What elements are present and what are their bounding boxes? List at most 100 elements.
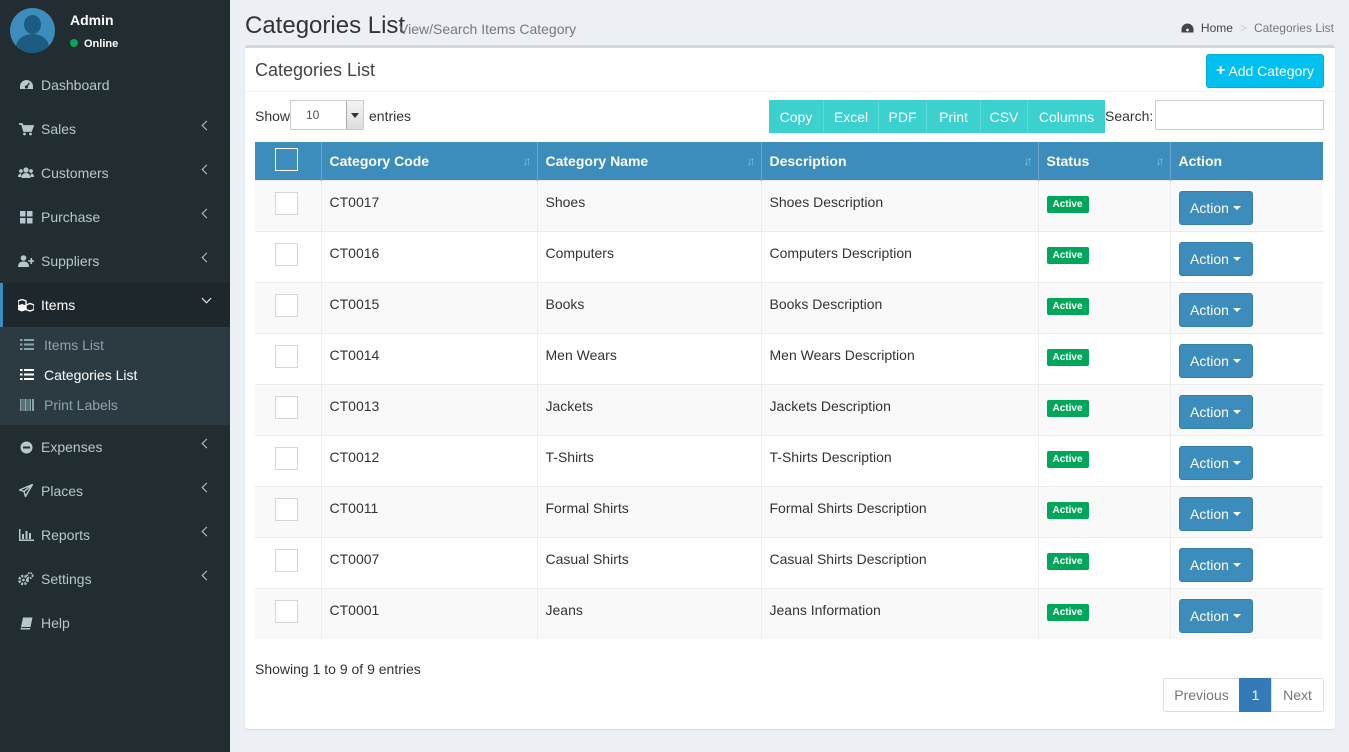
excel-button[interactable]: Excel: [824, 100, 879, 133]
cell-category-name: Casual Shirts: [537, 536, 762, 588]
cell-category-code: CT0001: [321, 587, 538, 639]
sidebar-item-label: Expenses: [41, 439, 103, 455]
action-dropdown-button[interactable]: Action: [1178, 445, 1253, 480]
select-all-checkbox[interactable]: [275, 147, 298, 171]
next-page-button[interactable]: Next: [1271, 678, 1324, 712]
status-badge: Active: [1046, 348, 1089, 366]
row-checkbox[interactable]: [275, 446, 298, 470]
sidebar-subitem-print-labels[interactable]: Print Labels: [0, 390, 230, 420]
action-dropdown-button[interactable]: Action: [1178, 496, 1253, 531]
entries-length-select[interactable]: 10: [290, 100, 364, 130]
row-checkbox[interactable]: [275, 599, 298, 623]
row-checkbox[interactable]: [275, 548, 298, 572]
entries-label: entries: [369, 108, 412, 124]
column-header-status[interactable]: Status ↓↑: [1038, 142, 1171, 180]
box-title: Categories List: [255, 60, 376, 80]
cell-description: Shoes Description: [761, 179, 1039, 231]
breadcrumb-home-link[interactable]: Home: [1200, 21, 1233, 35]
search-input[interactable]: [1155, 100, 1324, 130]
sidebar-item-places[interactable]: Places: [0, 469, 230, 513]
cubes-icon: [18, 298, 34, 312]
sidebar: Admin Online Dashboard Sales Customers: [0, 0, 230, 752]
sidebar-item-expenses[interactable]: Expenses: [0, 425, 230, 469]
table-row: CT0015 Books Books Description Active Ac…: [255, 281, 1323, 333]
status-badge: Active: [1046, 603, 1089, 621]
column-header-category-code[interactable]: Category Code ↓↑: [321, 142, 538, 180]
column-header-category-name[interactable]: Category Name ↓↑: [537, 142, 762, 180]
sidebar-item-suppliers[interactable]: Suppliers: [0, 239, 230, 283]
user-panel: Admin Online: [0, 0, 230, 64]
table-row: CT0011 Formal Shirts Formal Shirts Descr…: [255, 485, 1323, 537]
action-dropdown-button[interactable]: Action: [1178, 394, 1253, 429]
status-badge: Active: [1046, 246, 1089, 264]
content-header: Categories List View/Search Items Catego…: [245, 12, 1335, 46]
cell-category-code: CT0014: [321, 332, 538, 384]
breadcrumb-separator: >: [1239, 21, 1247, 35]
dashboard-icon: [18, 78, 34, 92]
add-category-button[interactable]: + Add Category: [1206, 54, 1324, 88]
action-dropdown-button[interactable]: Action: [1178, 547, 1253, 582]
book-icon: [18, 616, 34, 630]
status-badge: Active: [1046, 552, 1089, 570]
cell-description: Formal Shirts Description: [761, 485, 1039, 537]
breadcrumb: Home > Categories List: [1181, 21, 1334, 35]
action-dropdown-button[interactable]: Action: [1178, 292, 1253, 327]
sidebar-item-settings[interactable]: Settings: [0, 557, 230, 601]
user-status-label: Online: [84, 38, 119, 50]
row-checkbox[interactable]: [275, 497, 298, 521]
sidebar-item-dashboard[interactable]: Dashboard: [0, 63, 230, 107]
sidebar-item-items[interactable]: Items: [0, 283, 230, 327]
status-badge: Active: [1046, 399, 1089, 417]
columns-button[interactable]: Columns: [1028, 100, 1105, 133]
csv-button[interactable]: CSV: [981, 100, 1028, 133]
list-icon: [20, 339, 36, 351]
cell-category-code: CT0016: [321, 230, 538, 282]
table-row: CT0014 Men Wears Men Wears Description A…: [255, 332, 1323, 384]
cell-description: T-Shirts Description: [761, 434, 1039, 486]
table-row: CT0017 Shoes Shoes Description Active Ac…: [255, 179, 1323, 231]
page-1-button[interactable]: 1: [1239, 678, 1272, 712]
row-checkbox[interactable]: [275, 191, 298, 215]
user-plus-icon: [18, 254, 34, 268]
box-header: Categories List + Add Category: [245, 48, 1335, 92]
paper-plane-icon: [18, 484, 34, 498]
sidebar-subitem-items-list[interactable]: Items List: [0, 330, 230, 360]
sidebar-item-purchase[interactable]: Purchase: [0, 195, 230, 239]
sidebar-item-label: Places: [41, 483, 84, 499]
action-dropdown-button[interactable]: Action: [1178, 343, 1253, 378]
print-button[interactable]: Print: [927, 100, 981, 133]
action-dropdown-button[interactable]: Action: [1178, 598, 1253, 633]
column-header-description[interactable]: Description ↓↑: [761, 142, 1039, 180]
action-dropdown-button[interactable]: Action: [1178, 241, 1253, 276]
sidebar-item-reports[interactable]: Reports: [0, 513, 230, 557]
sidebar-item-label: Help: [41, 615, 70, 631]
table-header-row: Category Code ↓↑ Category Name ↓↑ Descript…: [255, 142, 1323, 180]
row-checkbox[interactable]: [275, 395, 298, 419]
sidebar-item-customers[interactable]: Customers: [0, 151, 230, 195]
sidebar-menu: Dashboard Sales Customers Purchase: [0, 63, 230, 645]
breadcrumb-current: Categories List: [1253, 21, 1334, 35]
avatar[interactable]: [10, 8, 55, 53]
cell-description: Jackets Description: [761, 383, 1039, 435]
row-checkbox[interactable]: [275, 293, 298, 317]
cell-category-name: Men Wears: [537, 332, 762, 384]
sidebar-subitem-label: Print Labels: [44, 397, 118, 413]
sidebar-item-sales[interactable]: Sales: [0, 107, 230, 151]
table-row: CT0007 Casual Shirts Casual Shirts Descr…: [255, 536, 1323, 588]
action-dropdown-button[interactable]: Action: [1178, 190, 1253, 225]
copy-button[interactable]: Copy: [769, 100, 824, 133]
row-checkbox[interactable]: [275, 344, 298, 368]
cell-category-name: Jeans: [537, 587, 762, 639]
table-row: CT0001 Jeans Jeans Information Active Ac…: [255, 587, 1323, 639]
sidebar-subitem-categories-list[interactable]: Categories List: [0, 360, 230, 390]
previous-page-button[interactable]: Previous: [1163, 678, 1240, 712]
sidebar-item-label: Settings: [41, 571, 92, 587]
row-checkbox[interactable]: [275, 242, 298, 266]
items-submenu: Items List Categories List Print Labels: [0, 327, 230, 425]
pdf-button[interactable]: PDF: [879, 100, 927, 133]
sidebar-item-help[interactable]: Help: [0, 601, 230, 645]
minus-circle-icon: [18, 440, 34, 454]
cell-description: Casual Shirts Description: [761, 536, 1039, 588]
cogs-icon: [18, 572, 34, 586]
export-button-group: Copy Excel PDF Print CSV Columns: [769, 100, 1105, 133]
